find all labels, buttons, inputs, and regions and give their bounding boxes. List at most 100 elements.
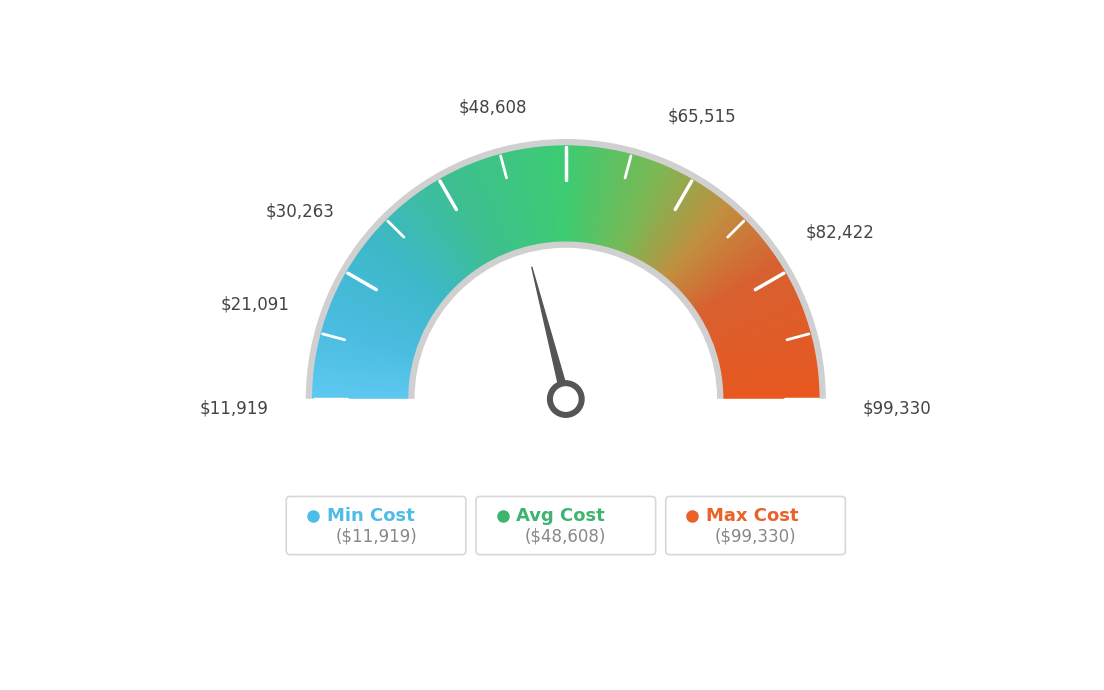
- Wedge shape: [362, 247, 440, 306]
- Wedge shape: [562, 146, 564, 242]
- Wedge shape: [665, 203, 728, 278]
- Wedge shape: [428, 186, 481, 267]
- Wedge shape: [722, 377, 818, 386]
- Wedge shape: [629, 168, 670, 256]
- Wedge shape: [391, 215, 458, 286]
- Wedge shape: [318, 346, 413, 367]
- Wedge shape: [666, 204, 729, 279]
- Wedge shape: [326, 319, 417, 351]
- Wedge shape: [677, 220, 746, 289]
- Text: $11,919: $11,919: [200, 399, 268, 417]
- Wedge shape: [431, 184, 482, 266]
- Wedge shape: [660, 197, 720, 275]
- Wedge shape: [572, 146, 577, 242]
- Wedge shape: [318, 348, 412, 368]
- Wedge shape: [687, 238, 762, 300]
- Text: $48,608: $48,608: [458, 98, 527, 116]
- Wedge shape: [678, 221, 747, 290]
- Wedge shape: [598, 152, 620, 246]
- Text: Avg Cost: Avg Cost: [517, 507, 605, 526]
- Wedge shape: [369, 239, 444, 301]
- Wedge shape: [432, 184, 484, 266]
- Wedge shape: [512, 151, 534, 246]
- Wedge shape: [374, 232, 448, 296]
- Wedge shape: [447, 175, 493, 260]
- Wedge shape: [332, 300, 422, 339]
- Wedge shape: [314, 385, 410, 392]
- Wedge shape: [446, 175, 492, 261]
- Wedge shape: [476, 161, 511, 253]
- Wedge shape: [317, 352, 412, 371]
- Wedge shape: [534, 148, 548, 244]
- Wedge shape: [612, 157, 643, 250]
- Wedge shape: [501, 154, 527, 248]
- Wedge shape: [473, 163, 509, 253]
- Wedge shape: [365, 242, 443, 303]
- Wedge shape: [722, 385, 818, 392]
- Wedge shape: [667, 206, 730, 279]
- Wedge shape: [710, 300, 799, 339]
- Wedge shape: [421, 191, 477, 270]
- Wedge shape: [631, 169, 673, 257]
- Wedge shape: [693, 252, 773, 309]
- Wedge shape: [507, 152, 530, 246]
- Wedge shape: [721, 366, 817, 380]
- Wedge shape: [346, 272, 431, 322]
- Wedge shape: [722, 383, 818, 391]
- Polygon shape: [562, 398, 572, 410]
- Wedge shape: [314, 373, 410, 384]
- Wedge shape: [648, 184, 700, 266]
- Wedge shape: [511, 152, 533, 246]
- Wedge shape: [675, 216, 742, 286]
- Wedge shape: [723, 393, 819, 397]
- Wedge shape: [312, 391, 408, 395]
- Wedge shape: [350, 265, 433, 317]
- Wedge shape: [530, 148, 545, 244]
- Wedge shape: [603, 153, 627, 247]
- Wedge shape: [384, 221, 454, 290]
- Wedge shape: [314, 377, 410, 386]
- Wedge shape: [486, 159, 518, 250]
- Wedge shape: [538, 148, 550, 243]
- Wedge shape: [673, 215, 741, 286]
- Wedge shape: [604, 153, 628, 247]
- Wedge shape: [591, 149, 607, 244]
- Wedge shape: [715, 323, 808, 353]
- Wedge shape: [323, 323, 416, 353]
- Wedge shape: [712, 308, 803, 344]
- Wedge shape: [470, 164, 508, 254]
- Wedge shape: [574, 146, 582, 242]
- Wedge shape: [491, 157, 521, 249]
- Wedge shape: [314, 387, 410, 393]
- Wedge shape: [505, 153, 529, 247]
- Wedge shape: [696, 257, 776, 312]
- Wedge shape: [703, 277, 788, 324]
- Wedge shape: [614, 159, 646, 250]
- Wedge shape: [316, 355, 412, 373]
- Wedge shape: [578, 147, 587, 243]
- Wedge shape: [715, 321, 807, 352]
- Wedge shape: [524, 149, 541, 244]
- Wedge shape: [493, 156, 522, 249]
- Wedge shape: [456, 170, 499, 257]
- Wedge shape: [644, 179, 693, 264]
- FancyBboxPatch shape: [286, 497, 466, 555]
- Wedge shape: [606, 155, 633, 248]
- Wedge shape: [509, 152, 532, 246]
- Wedge shape: [450, 172, 496, 259]
- Wedge shape: [613, 158, 644, 250]
- Wedge shape: [315, 367, 411, 381]
- Wedge shape: [704, 281, 790, 327]
- Wedge shape: [348, 268, 432, 319]
- Wedge shape: [315, 366, 411, 380]
- Wedge shape: [489, 157, 520, 250]
- Text: $21,091: $21,091: [221, 295, 289, 313]
- Wedge shape: [532, 148, 546, 244]
- FancyBboxPatch shape: [476, 497, 656, 555]
- Wedge shape: [619, 161, 654, 252]
- Wedge shape: [712, 310, 804, 345]
- Wedge shape: [702, 275, 787, 324]
- Wedge shape: [627, 166, 667, 255]
- Wedge shape: [383, 223, 453, 290]
- Wedge shape: [584, 148, 597, 244]
